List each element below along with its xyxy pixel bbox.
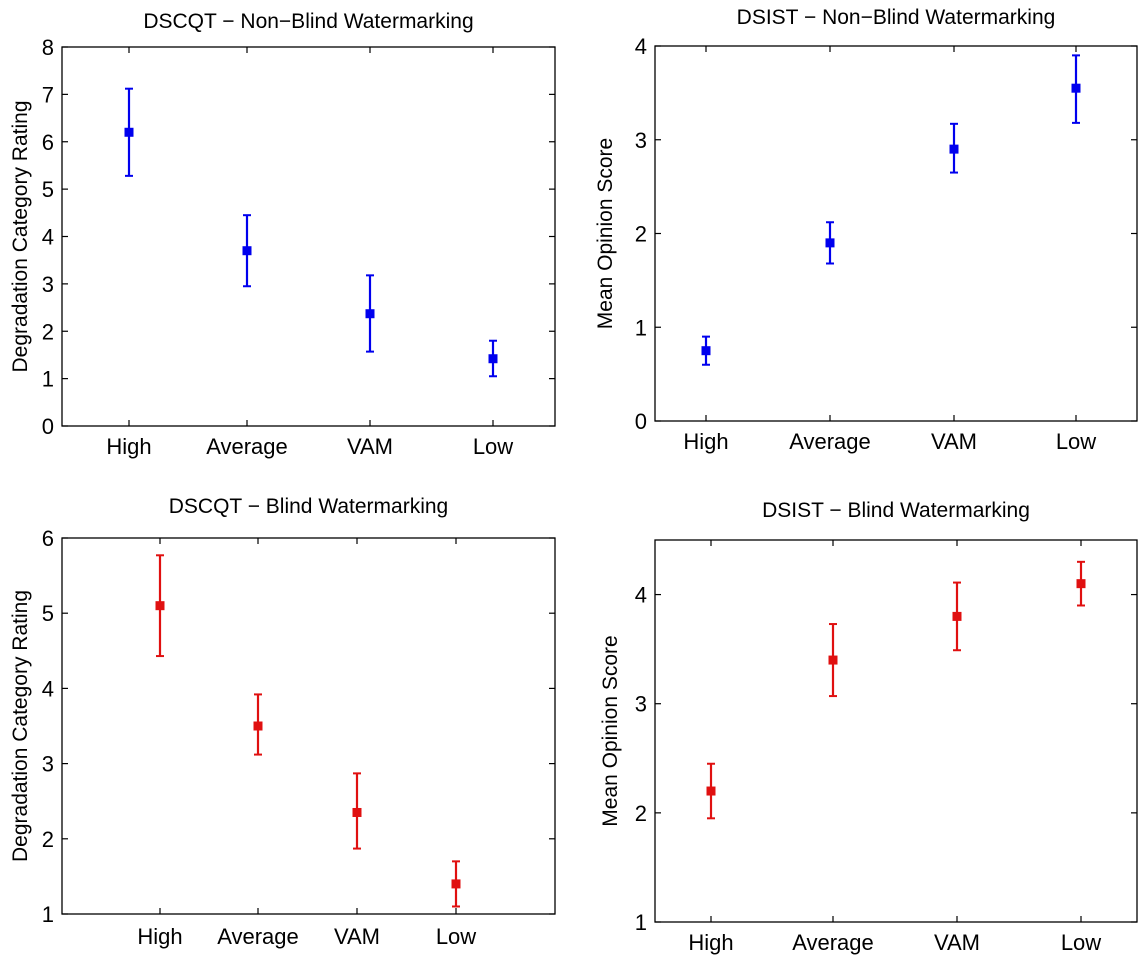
y-tick-label: 4 (635, 34, 647, 59)
chart-1: DSCQT − Non−Blind Watermarking Degradatio… (9, 10, 556, 459)
x-tick-label: VAM (934, 930, 980, 955)
axes-frame (61, 46, 556, 427)
data-point (253, 721, 263, 731)
data-point (155, 601, 165, 611)
x-tick-label: Average (792, 930, 874, 955)
y-tick-label: 1 (42, 367, 54, 392)
error-bar-vam (952, 581, 962, 652)
x-tick-label: Low (1061, 930, 1101, 955)
x-tick-label: High (683, 429, 728, 454)
error-bar-high (155, 554, 165, 658)
y-axis-label: Mean Opinion Score (599, 635, 622, 826)
y-tick-label: 1 (635, 315, 647, 340)
chart-title: DSCQT − Non−Blind Watermarking (143, 10, 473, 33)
y-tick-label: 0 (635, 409, 647, 434)
data-point (1076, 579, 1086, 589)
x-tick-label: Low (1056, 429, 1096, 454)
y-tick-label: 3 (635, 128, 647, 153)
error-bar-average (828, 623, 838, 698)
y-tick-label: 3 (635, 692, 647, 717)
x-tick-label: High (688, 930, 733, 955)
data-point (352, 807, 362, 817)
chart-title: DSIST − Non−Blind Watermarking (737, 6, 1056, 29)
y-axis-label: Degradation Category Rating (9, 590, 32, 862)
x-tick-label: Low (436, 924, 476, 949)
y-tick-label: 6 (42, 526, 54, 551)
error-bar-high (701, 335, 711, 366)
chart-3: DSCQT − Blind Watermarking Degradation Ca… (9, 495, 556, 949)
x-tick-label: High (106, 434, 151, 459)
data-point (706, 786, 716, 796)
y-tick-label: 7 (42, 82, 54, 107)
y-axis-label: Mean Opinion Score (594, 138, 617, 329)
axes-frame (654, 45, 1138, 422)
error-bar-average (253, 693, 263, 756)
data-point (949, 144, 959, 154)
y-tick-label: 4 (635, 583, 647, 608)
y-tick-label: 3 (42, 752, 54, 777)
y-tick-label: 2 (635, 222, 647, 247)
error-bar-vam (352, 772, 362, 850)
data-point (828, 655, 838, 665)
error-bar-high (124, 87, 134, 177)
error-bar-low (1076, 560, 1086, 607)
x-tick-label: Average (789, 429, 871, 454)
y-tick-label: 4 (42, 676, 54, 701)
axes-frame (654, 539, 1138, 923)
y-tick-label: 2 (635, 801, 647, 826)
data-point (451, 879, 461, 889)
chart-title: DSIST − Blind Watermarking (762, 499, 1030, 522)
y-tick-label: 0 (42, 414, 54, 439)
x-tick-label: Low (473, 434, 513, 459)
y-tick-label: 1 (635, 910, 647, 935)
data-point (825, 238, 835, 248)
chart-title: DSCQT − Blind Watermarking (169, 495, 449, 518)
data-point (1071, 83, 1081, 93)
data-point (952, 611, 962, 621)
error-bar-low (451, 860, 461, 908)
y-tick-label: 2 (42, 319, 54, 344)
y-tick-label: 3 (42, 272, 54, 297)
error-bar-high (706, 762, 716, 820)
y-tick-label: 8 (42, 35, 54, 60)
error-bar-low (488, 339, 498, 378)
y-tick-label: 4 (42, 225, 54, 250)
y-tick-label: 5 (42, 177, 54, 202)
error-bar-average (825, 221, 835, 265)
error-bar-vam (365, 274, 375, 353)
data-point (365, 309, 375, 319)
x-tick-label: Average (217, 924, 299, 949)
data-point (701, 346, 711, 356)
x-tick-label: VAM (931, 429, 977, 454)
data-point (124, 127, 134, 137)
axes-frame (61, 537, 556, 915)
error-bar-average (242, 214, 252, 288)
y-tick-label: 1 (42, 902, 54, 927)
chart-4: DSIST − Blind Watermarking Mean Opinion S… (599, 499, 1138, 955)
data-point (242, 246, 252, 256)
y-tick-label: 6 (42, 130, 54, 155)
x-tick-label: VAM (334, 924, 380, 949)
x-tick-label: Average (206, 434, 288, 459)
chart-2: DSIST − Non−Blind Watermarking Mean Opini… (594, 6, 1138, 454)
error-bar-low (1071, 54, 1081, 124)
y-tick-label: 2 (42, 827, 54, 852)
error-bar-vam (949, 122, 959, 174)
x-tick-label: VAM (347, 434, 393, 459)
y-axis-label: Degradation Category Rating (9, 101, 32, 373)
data-point (488, 354, 498, 364)
x-tick-label: High (137, 924, 182, 949)
y-tick-label: 5 (42, 601, 54, 626)
